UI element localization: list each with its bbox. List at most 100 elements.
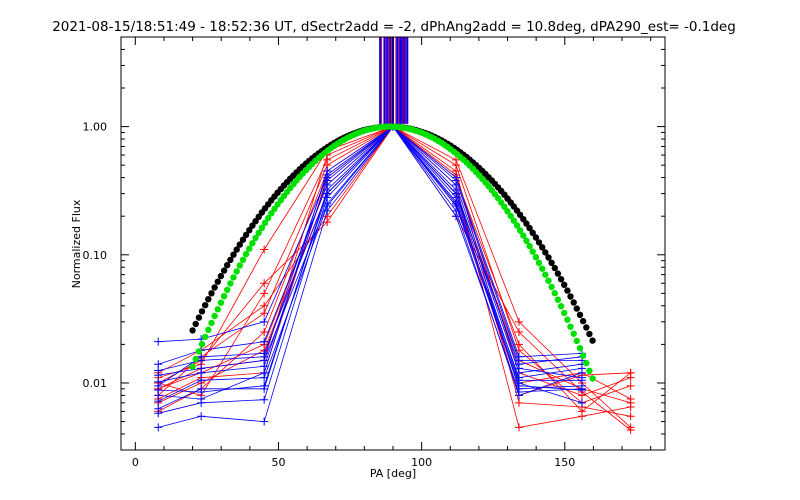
model-point xyxy=(567,323,574,330)
model-point xyxy=(513,222,521,229)
model-point xyxy=(220,293,228,300)
model-point xyxy=(246,245,253,252)
series-line xyxy=(157,126,583,387)
series-point xyxy=(260,279,269,288)
model-point xyxy=(224,262,231,269)
series-point xyxy=(323,202,332,211)
series-point xyxy=(514,356,523,365)
model-point xyxy=(233,268,240,275)
model-point xyxy=(576,345,584,352)
model-point xyxy=(579,317,587,325)
model-point xyxy=(567,293,574,300)
series-point xyxy=(451,189,460,198)
series-point xyxy=(260,301,269,310)
series-point xyxy=(514,317,523,326)
model-point xyxy=(557,276,565,283)
model-point xyxy=(548,259,555,266)
series-line xyxy=(158,126,583,400)
model-point xyxy=(220,267,228,274)
model-point xyxy=(242,250,250,258)
model-point xyxy=(516,227,524,234)
model-point xyxy=(227,256,234,264)
series-point xyxy=(260,352,269,361)
model-point xyxy=(265,214,272,222)
model-point xyxy=(570,330,577,337)
model-point xyxy=(236,241,243,248)
series-point xyxy=(577,398,586,407)
model-point xyxy=(526,242,533,250)
model-point xyxy=(501,203,508,210)
y-tick-label: 1.00 xyxy=(83,121,108,134)
series-line xyxy=(158,126,583,410)
model-point xyxy=(529,229,536,236)
model-point xyxy=(205,326,212,333)
model-point xyxy=(542,271,549,278)
model-point xyxy=(195,314,203,321)
model-point xyxy=(202,333,209,341)
model-point xyxy=(548,283,555,291)
model-point xyxy=(573,337,580,345)
model-point xyxy=(526,224,533,232)
series-point xyxy=(514,327,523,336)
series-point xyxy=(323,189,332,198)
series-point xyxy=(577,412,586,421)
series-line xyxy=(158,125,583,393)
model-point xyxy=(551,264,558,272)
model-point xyxy=(539,265,546,272)
series-point xyxy=(577,368,586,377)
series-point xyxy=(154,397,163,406)
series-point xyxy=(197,412,206,421)
series-point xyxy=(323,170,332,179)
model-point xyxy=(208,290,215,297)
series-point xyxy=(451,176,460,185)
model-point xyxy=(242,231,250,239)
series-point xyxy=(197,398,206,407)
model-point xyxy=(239,256,247,263)
model-point xyxy=(211,284,218,291)
model-point xyxy=(507,212,514,220)
model-point xyxy=(561,281,568,288)
model-point xyxy=(189,363,196,370)
series-point xyxy=(514,398,523,407)
series-point xyxy=(451,202,460,211)
model-point xyxy=(554,296,562,303)
series-point xyxy=(197,376,206,385)
model-point xyxy=(214,306,221,313)
model-point xyxy=(532,234,540,241)
model-point xyxy=(586,367,593,374)
model-point xyxy=(239,236,247,243)
model-point xyxy=(529,248,536,255)
model-point xyxy=(586,330,593,338)
model-point xyxy=(542,249,549,256)
series-line xyxy=(158,126,583,365)
model-point xyxy=(202,302,209,309)
model-point xyxy=(561,309,568,317)
x-axis-label: PA [deg] xyxy=(370,467,416,480)
model-point xyxy=(249,222,256,229)
model-point xyxy=(255,229,262,236)
series-point xyxy=(197,388,206,397)
model-point xyxy=(195,348,203,355)
series-point xyxy=(260,362,269,371)
model-point xyxy=(535,239,543,246)
model-point xyxy=(211,312,218,320)
model-point xyxy=(564,316,571,323)
model-point xyxy=(268,210,275,217)
model-point xyxy=(504,208,511,215)
model-point xyxy=(520,232,527,239)
y-tick-label: 0.01 xyxy=(83,377,108,390)
series-point xyxy=(626,412,635,421)
model-point xyxy=(271,205,278,213)
series-point xyxy=(154,366,163,375)
series-point xyxy=(154,404,163,413)
model-point xyxy=(523,237,530,244)
model-point xyxy=(233,246,240,253)
series-point xyxy=(626,368,635,377)
chart-title: 2021-08-15/18:51:49 - 18:52:36 UT, dSect… xyxy=(52,19,736,35)
model-point xyxy=(557,303,565,310)
model-point xyxy=(205,296,212,303)
series-point xyxy=(154,337,163,346)
model-point xyxy=(192,320,199,328)
model-point xyxy=(576,311,584,318)
